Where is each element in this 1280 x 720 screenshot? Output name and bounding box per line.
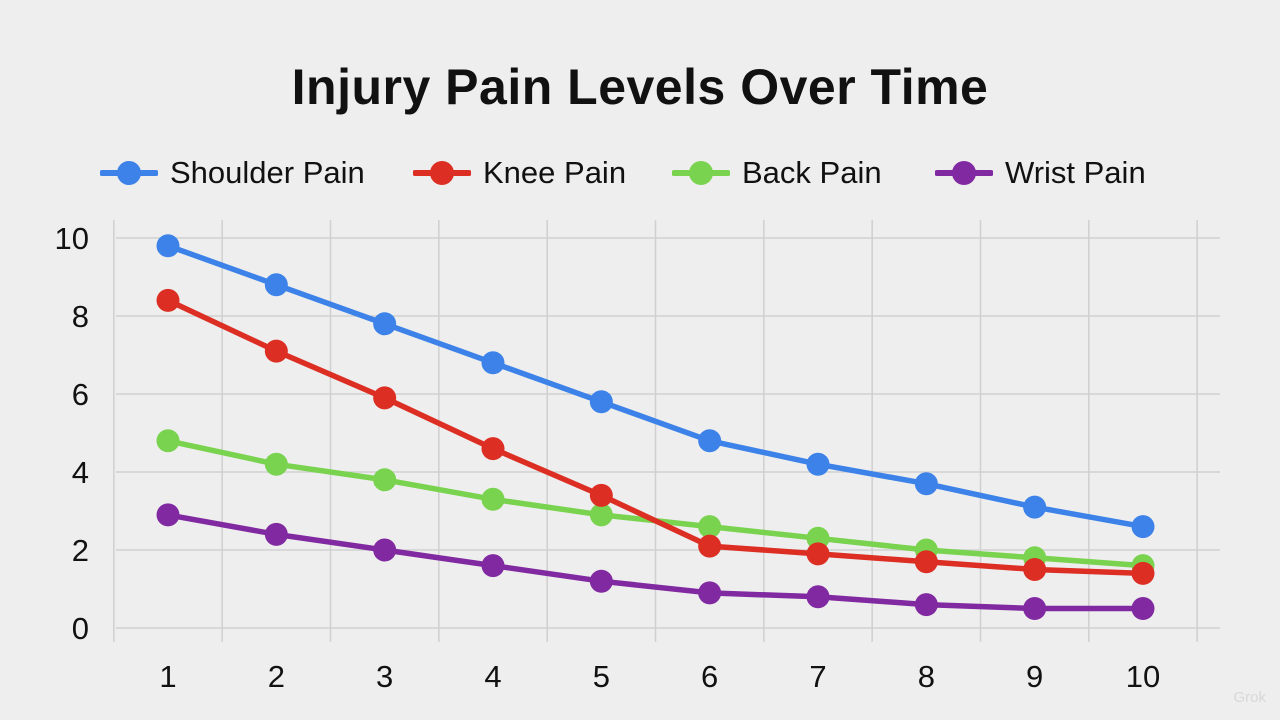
- legend: Shoulder Pain Knee Pain Back Pain Wrist …: [0, 150, 1280, 196]
- x-tick-label: 9: [1026, 659, 1043, 694]
- series-line-wrist-pain: [165, 512, 1146, 612]
- data-point-knee-pain: [914, 550, 938, 574]
- legend-marker-knee-pain: [430, 161, 454, 185]
- watermark: Grok: [1233, 689, 1266, 706]
- legend-item-knee-pain[interactable]: Knee Pain: [413, 150, 626, 196]
- series-line-shoulder-pain: [165, 243, 1146, 530]
- x-tick-label: 2: [268, 659, 285, 694]
- data-point-wrist-pain: [589, 569, 613, 593]
- data-point-back-pain: [698, 515, 722, 539]
- series-line-knee-pain: [165, 297, 1146, 577]
- data-point-wrist-pain: [1131, 597, 1155, 620]
- legend-label-shoulder-pain: Shoulder Pain: [170, 155, 365, 190]
- data-point-wrist-pain: [698, 581, 722, 605]
- x-tick-label: 8: [918, 659, 935, 694]
- legend-item-shoulder-pain[interactable]: Shoulder Pain: [100, 150, 365, 196]
- data-point-wrist-pain: [914, 593, 938, 617]
- y-tick-label: 8: [72, 299, 89, 334]
- data-point-wrist-pain: [156, 503, 180, 527]
- legend-swatch-back-pain: [672, 161, 730, 185]
- chart-title: Injury Pain Levels Over Time: [291, 59, 989, 115]
- data-point-shoulder-pain: [914, 472, 938, 496]
- data-point-shoulder-pain: [481, 351, 505, 375]
- data-point-knee-pain: [1023, 558, 1047, 581]
- legend-swatch-wrist-pain: [935, 161, 993, 185]
- data-point-knee-pain: [589, 483, 613, 507]
- data-point-wrist-pain: [1023, 597, 1047, 620]
- data-point-shoulder-pain: [373, 312, 397, 336]
- data-point-knee-pain: [264, 339, 288, 363]
- x-tick-label: 10: [1126, 659, 1160, 694]
- legend-marker-back-pain: [689, 161, 713, 185]
- data-point-shoulder-pain: [264, 273, 288, 297]
- data-point-knee-pain: [698, 534, 722, 558]
- data-point-wrist-pain: [481, 554, 505, 578]
- data-point-shoulder-pain: [589, 390, 613, 414]
- legend-swatch-shoulder-pain: [100, 161, 158, 185]
- y-tick-label: 10: [55, 221, 89, 256]
- legend-label-back-pain: Back Pain: [742, 155, 882, 190]
- data-point-shoulder-pain: [1023, 495, 1047, 519]
- data-point-shoulder-pain: [1131, 515, 1155, 539]
- data-point-knee-pain: [481, 437, 505, 461]
- data-point-shoulder-pain: [698, 429, 722, 453]
- legend-label-wrist-pain: Wrist Pain: [1005, 155, 1146, 190]
- x-tick-label: 6: [701, 659, 718, 694]
- data-point-back-pain: [373, 468, 397, 492]
- legend-marker-wrist-pain: [952, 161, 976, 185]
- legend-item-wrist-pain[interactable]: Wrist Pain: [935, 150, 1146, 196]
- data-point-knee-pain: [373, 386, 397, 410]
- y-tick-label: 2: [72, 533, 89, 568]
- data-point-back-pain: [264, 452, 288, 476]
- legend-label-knee-pain: Knee Pain: [483, 155, 627, 190]
- data-point-shoulder-pain: [806, 452, 830, 476]
- x-tick-label: 4: [484, 659, 501, 694]
- y-tick-label: 0: [72, 611, 89, 646]
- data-point-back-pain: [589, 503, 613, 527]
- legend-swatch-knee-pain: [413, 161, 471, 185]
- data-point-knee-pain: [806, 542, 830, 566]
- legend-item-back-pain[interactable]: Back Pain: [672, 150, 882, 196]
- x-tick-label: 7: [809, 659, 826, 694]
- data-point-wrist-pain: [264, 522, 288, 546]
- x-tick-label: 1: [159, 659, 176, 694]
- y-tick-label: 6: [72, 377, 89, 412]
- x-tick-label: 3: [376, 659, 393, 694]
- data-point-wrist-pain: [373, 538, 397, 562]
- data-point-back-pain: [481, 487, 505, 511]
- data-point-back-pain: [156, 429, 180, 453]
- x-tick-label: 5: [593, 659, 610, 694]
- legend-marker-shoulder-pain: [117, 161, 141, 185]
- data-point-shoulder-pain: [156, 234, 180, 258]
- data-point-knee-pain: [156, 288, 180, 312]
- data-point-knee-pain: [1131, 561, 1155, 585]
- y-tick-label: 4: [72, 455, 89, 490]
- data-point-wrist-pain: [806, 585, 830, 609]
